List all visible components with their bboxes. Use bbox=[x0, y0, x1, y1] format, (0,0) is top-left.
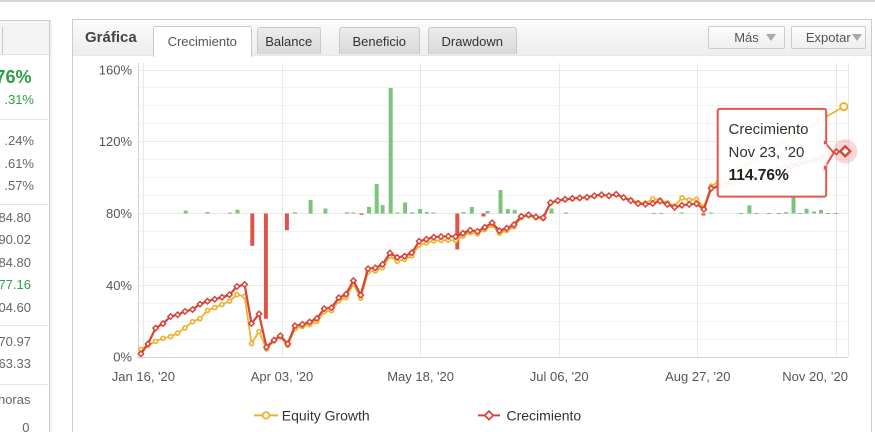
svg-text:Crecimiento: Crecimiento bbox=[729, 121, 809, 138]
svg-text:Apr 03, '20: Apr 03, '20 bbox=[251, 369, 313, 384]
svg-text:Nov 20, ’20: Nov 20, ’20 bbox=[782, 369, 848, 384]
svg-text:80%: 80% bbox=[106, 206, 132, 221]
svg-text:40%: 40% bbox=[106, 278, 132, 293]
svg-text:160%: 160% bbox=[99, 63, 133, 78]
svg-text:120%: 120% bbox=[99, 134, 133, 149]
svg-text:Jan 16, '20: Jan 16, '20 bbox=[112, 369, 175, 384]
svg-text:Nov 23, ’20: Nov 23, ’20 bbox=[729, 144, 805, 161]
svg-text:Equity Growth: Equity Growth bbox=[282, 408, 370, 424]
svg-text:Crecimiento: Crecimiento bbox=[507, 408, 582, 424]
svg-text:0%: 0% bbox=[113, 350, 132, 365]
svg-text:May 18, '20: May 18, '20 bbox=[387, 369, 454, 384]
svg-text:114.76%: 114.76% bbox=[729, 167, 790, 184]
svg-text:Aug 27, '20: Aug 27, '20 bbox=[665, 369, 730, 384]
svg-text:Jul 06, '20: Jul 06, '20 bbox=[530, 369, 589, 384]
